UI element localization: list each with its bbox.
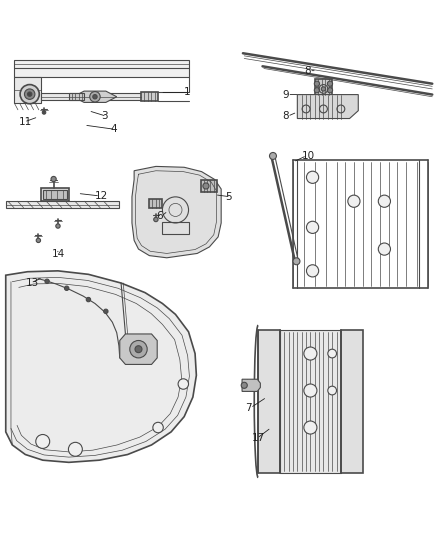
Circle shape bbox=[314, 81, 320, 86]
Circle shape bbox=[307, 171, 319, 183]
Circle shape bbox=[203, 183, 209, 189]
Circle shape bbox=[153, 422, 163, 433]
Circle shape bbox=[307, 265, 319, 277]
Polygon shape bbox=[132, 166, 221, 258]
Polygon shape bbox=[14, 60, 188, 77]
Circle shape bbox=[348, 195, 360, 207]
Polygon shape bbox=[6, 201, 119, 208]
Text: 4: 4 bbox=[110, 124, 117, 134]
Text: 5: 5 bbox=[226, 192, 232, 202]
Polygon shape bbox=[6, 271, 196, 462]
Text: 7: 7 bbox=[245, 403, 252, 413]
Circle shape bbox=[25, 89, 35, 99]
Circle shape bbox=[56, 224, 60, 228]
Polygon shape bbox=[141, 92, 158, 101]
Polygon shape bbox=[315, 79, 332, 94]
Text: 17: 17 bbox=[252, 433, 265, 443]
Text: 8: 8 bbox=[282, 111, 289, 122]
Bar bbox=[162, 222, 188, 234]
Circle shape bbox=[378, 243, 391, 255]
Circle shape bbox=[36, 434, 49, 448]
Polygon shape bbox=[43, 190, 67, 199]
Polygon shape bbox=[258, 329, 280, 473]
Circle shape bbox=[86, 297, 91, 302]
Circle shape bbox=[45, 279, 49, 284]
Circle shape bbox=[328, 386, 336, 395]
Circle shape bbox=[104, 309, 108, 313]
Polygon shape bbox=[41, 188, 69, 201]
Circle shape bbox=[321, 87, 325, 91]
Circle shape bbox=[135, 346, 142, 353]
Polygon shape bbox=[242, 379, 260, 391]
Text: 11: 11 bbox=[19, 117, 32, 127]
Circle shape bbox=[20, 85, 39, 104]
Circle shape bbox=[42, 111, 46, 114]
Polygon shape bbox=[201, 180, 217, 192]
Circle shape bbox=[293, 258, 300, 265]
Polygon shape bbox=[73, 91, 117, 102]
Polygon shape bbox=[120, 334, 157, 365]
Circle shape bbox=[327, 87, 332, 93]
Circle shape bbox=[36, 238, 41, 243]
Circle shape bbox=[154, 217, 158, 222]
Polygon shape bbox=[280, 329, 341, 473]
Text: 10: 10 bbox=[302, 150, 315, 160]
Circle shape bbox=[304, 421, 317, 434]
Text: 9: 9 bbox=[282, 90, 289, 100]
Text: 1: 1 bbox=[184, 87, 191, 98]
Circle shape bbox=[178, 379, 188, 389]
Circle shape bbox=[93, 94, 97, 99]
Text: 8: 8 bbox=[304, 66, 311, 76]
Polygon shape bbox=[14, 77, 41, 103]
Circle shape bbox=[304, 347, 317, 360]
Polygon shape bbox=[297, 94, 358, 118]
Text: 12: 12 bbox=[95, 191, 108, 201]
Circle shape bbox=[327, 81, 332, 86]
Circle shape bbox=[314, 87, 320, 93]
Circle shape bbox=[28, 92, 32, 96]
Circle shape bbox=[378, 195, 391, 207]
Polygon shape bbox=[149, 199, 162, 208]
Circle shape bbox=[304, 384, 317, 397]
Text: 14: 14 bbox=[51, 249, 65, 260]
Circle shape bbox=[64, 286, 69, 290]
Text: 13: 13 bbox=[25, 278, 39, 288]
Circle shape bbox=[307, 221, 319, 233]
Circle shape bbox=[130, 341, 147, 358]
Circle shape bbox=[328, 349, 336, 358]
Circle shape bbox=[241, 382, 247, 389]
Circle shape bbox=[51, 176, 56, 182]
Text: 6: 6 bbox=[156, 212, 162, 221]
Circle shape bbox=[90, 92, 100, 102]
Polygon shape bbox=[341, 329, 363, 473]
Circle shape bbox=[269, 152, 276, 159]
Polygon shape bbox=[69, 93, 84, 100]
Text: 3: 3 bbox=[102, 111, 108, 122]
Polygon shape bbox=[41, 93, 141, 100]
Circle shape bbox=[68, 442, 82, 456]
